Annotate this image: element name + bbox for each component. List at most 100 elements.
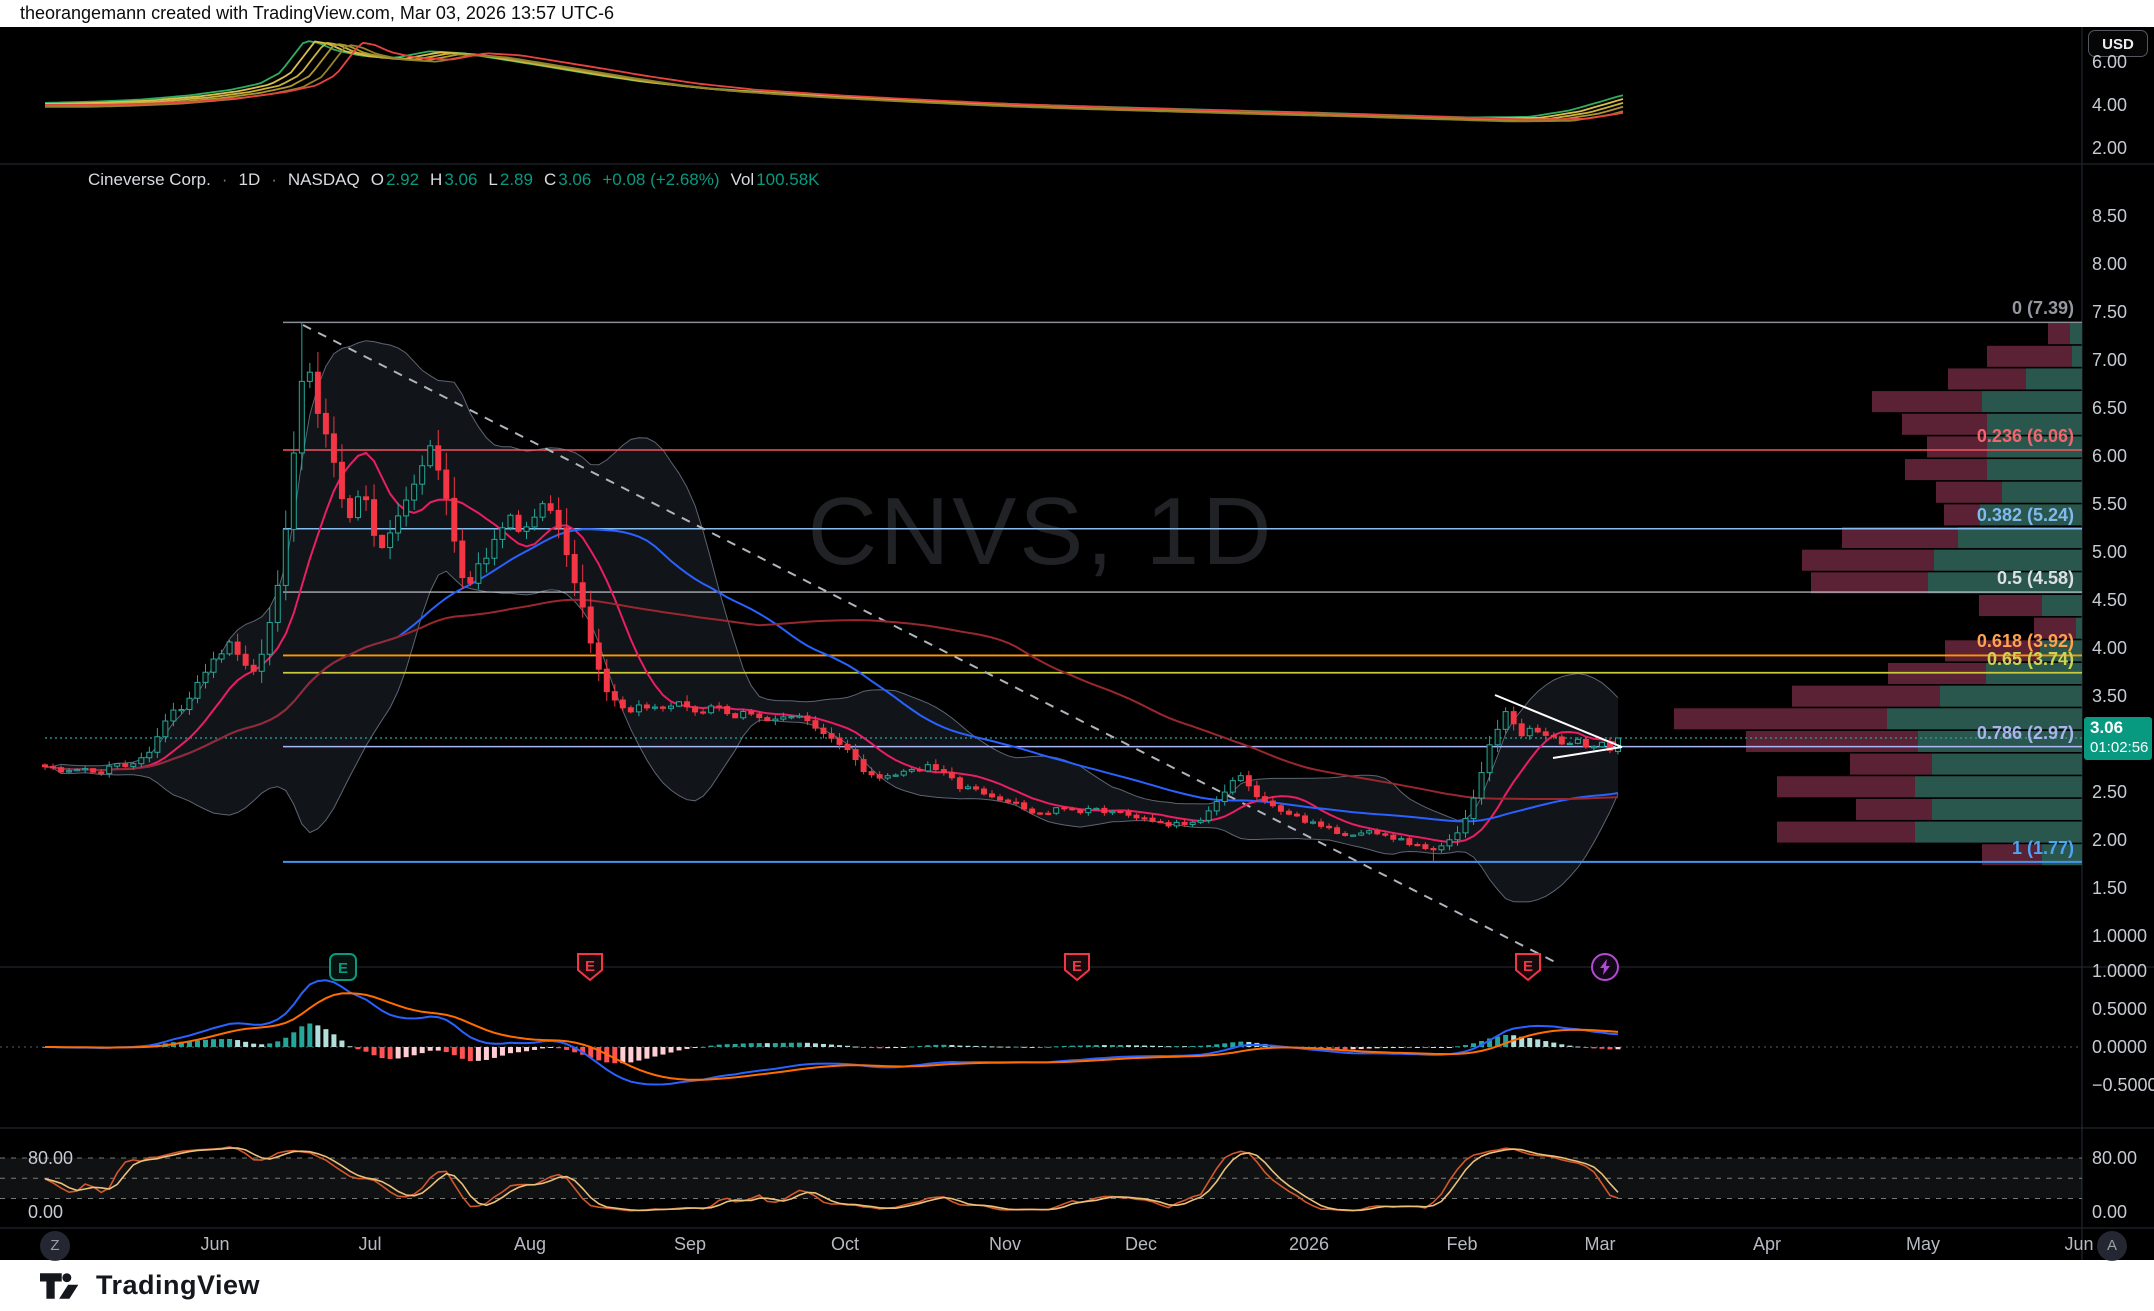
main-price-tick[interactable]: 4.50 (2092, 589, 2128, 610)
main-price-tick[interactable]: 2.50 (2092, 781, 2128, 802)
main-price-tick[interactable]: 7.50 (2092, 301, 2128, 322)
stoch-tick[interactable]: 0.00 (2092, 1202, 2128, 1222)
candle-body (1598, 741, 1605, 748)
macd-histogram-bar (917, 1045, 923, 1047)
macd-histogram-bar (1029, 1046, 1035, 1048)
ribbon-price-tick[interactable]: 2.00 (2092, 138, 2128, 158)
macd-histogram-bar (1567, 1045, 1573, 1047)
main-price-tick[interactable]: 5.50 (2092, 493, 2128, 514)
candle-body (651, 706, 658, 709)
earnings-badge-icon[interactable]: E (577, 953, 603, 982)
stoch-d-line (44, 1147, 1619, 1212)
candle-body (956, 777, 963, 790)
macd-histogram-bar (1575, 1046, 1581, 1048)
tradingview-logo-text[interactable]: TradingView (96, 1270, 261, 1300)
auto-scale-button[interactable]: A (2097, 1231, 2127, 1261)
time-axis-month[interactable]: Jun (200, 1234, 230, 1254)
legend-part: Vol (730, 170, 755, 189)
candle-body (186, 697, 193, 711)
macd-tick[interactable]: 0.0000 (2092, 1037, 2148, 1057)
ribbon-price-tick[interactable]: 4.00 (2092, 95, 2128, 115)
macd-histogram-bar (981, 1046, 987, 1048)
tradingview-logo-icon[interactable] (40, 1269, 86, 1303)
time-axis-month[interactable]: Oct (830, 1234, 860, 1254)
macd-histogram-bar (1382, 1047, 1388, 1049)
macd-histogram-bar (299, 1026, 305, 1047)
candle-body (1326, 825, 1333, 829)
candle-body (1590, 746, 1597, 749)
candle-body (780, 716, 787, 720)
time-axis-month[interactable]: Jun (2064, 1234, 2094, 1254)
macd-histogram-bar (203, 1039, 209, 1047)
candle-body (1061, 807, 1068, 810)
macd-histogram-bar (1366, 1047, 1372, 1049)
main-price-tick[interactable]: 1.50 (2092, 877, 2128, 898)
candle-body (684, 701, 691, 708)
candle-body (563, 527, 570, 556)
time-axis-month[interactable]: Jul (358, 1234, 382, 1254)
time-axis-month[interactable]: Mar (1584, 1234, 1616, 1254)
main-price-tick[interactable]: 2.00 (2092, 829, 2128, 850)
earnings-badge-icon[interactable]: E (1064, 953, 1090, 982)
macd-histogram-bar (1005, 1046, 1011, 1048)
main-price-tick[interactable]: 5.00 (2092, 541, 2128, 562)
macd-histogram-bar (1101, 1045, 1107, 1047)
candle-body (491, 538, 498, 559)
main-price-tick[interactable]: 7.00 (2092, 349, 2128, 370)
macd-histogram-bar (443, 1047, 449, 1053)
main-price-tick[interactable]: 6.00 (2092, 445, 2128, 466)
main-price-tick[interactable]: 1.0000 (2092, 925, 2148, 946)
time-axis-month[interactable]: Aug (513, 1234, 547, 1254)
earnings-badge-icon[interactable]: E (1515, 953, 1541, 982)
time-axis-month[interactable]: 2026 (1288, 1234, 1330, 1254)
macd-histogram-bar (925, 1045, 931, 1047)
candle-body (1045, 812, 1052, 815)
ribbon-price-tick[interactable]: 6.00 (2092, 52, 2128, 72)
main-price-tick[interactable]: 4.00 (2092, 637, 2128, 658)
time-axis-month[interactable]: Apr (1752, 1234, 1782, 1254)
fib-level-label: 0.618 (3.92) (1976, 631, 2074, 652)
earnings-badge-icon[interactable]: E (329, 953, 357, 981)
macd-histogram-bar (1085, 1045, 1091, 1047)
candle-body (1542, 731, 1549, 736)
macd-tick[interactable]: 1.0000 (2092, 961, 2148, 981)
volume-profile-down-bar (1850, 753, 1932, 775)
macd-histogram-bar (1326, 1047, 1332, 1049)
time-axis-month[interactable]: Feb (1446, 1234, 1478, 1254)
macd-tick[interactable]: −0.5000 (2092, 1075, 2154, 1095)
currency-toggle-button[interactable]: USD (2088, 30, 2148, 57)
time-axis-month[interactable]: Sep (673, 1234, 707, 1254)
macd-histogram-bar (1471, 1043, 1477, 1047)
macd-histogram-bar (668, 1047, 674, 1053)
descending-trendline[interactable] (302, 324, 1556, 963)
symbol-legend[interactable]: Cineverse Corp. · 1D · NASDAQ O 2.92 H 3.06 L 2.89… (88, 170, 831, 190)
event-badge-icon[interactable] (1591, 953, 1619, 981)
candle-body (1414, 844, 1421, 847)
main-price-tick[interactable]: 8.00 (2092, 253, 2128, 274)
time-axis-month[interactable]: Nov (988, 1234, 1022, 1254)
chart-area[interactable]: E E E E CNVS, 1D Cineverse Corp. · 1D · NASDAQ O… (0, 27, 2154, 1261)
main-price-tick[interactable]: 6.50 (2092, 397, 2128, 418)
wedge-trendline[interactable] (1494, 694, 1623, 748)
stoch-tick[interactable]: 80.00 (2092, 1148, 2138, 1168)
wedge-trendline[interactable] (1552, 746, 1623, 759)
main-price-tick[interactable]: 3.50 (2092, 685, 2128, 706)
candle-body (346, 498, 353, 519)
candle-body (90, 768, 97, 773)
macd-tick[interactable]: 0.5000 (2092, 999, 2148, 1019)
time-axis-month[interactable]: May (1905, 1234, 1941, 1254)
macd-histogram-bar (989, 1046, 995, 1048)
timezone-button[interactable]: Z (40, 1231, 70, 1261)
candle-body (1454, 832, 1461, 841)
main-price-tick[interactable]: 8.50 (2092, 205, 2128, 226)
macd-histogram-bar (885, 1047, 891, 1049)
time-axis-month[interactable]: Dec (1124, 1234, 1158, 1254)
macd-histogram-bar (1398, 1047, 1404, 1048)
macd-histogram-bar (901, 1047, 907, 1048)
macd-histogram-bar (1527, 1037, 1533, 1047)
macd-histogram-bar (315, 1025, 321, 1047)
volume-profile-up-bar (2042, 594, 2082, 617)
candle-body (1069, 808, 1076, 811)
candle-body (539, 503, 546, 518)
